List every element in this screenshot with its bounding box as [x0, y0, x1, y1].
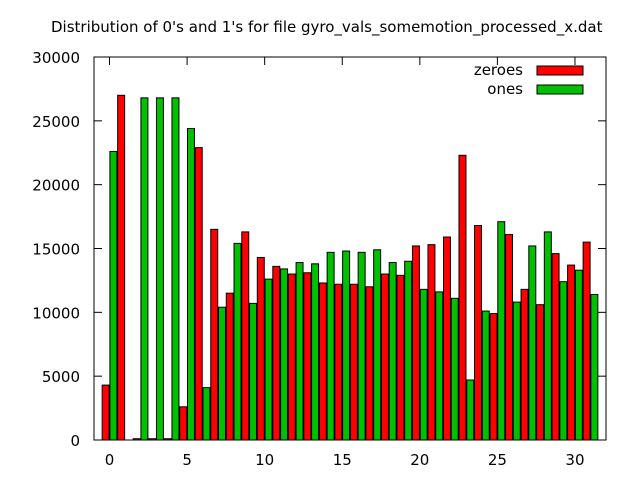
x-tick-label: 20 — [410, 451, 429, 469]
bar-ones-2 — [140, 97, 149, 441]
bar-ones-6 — [202, 387, 211, 441]
bar-zeroes-30 — [567, 264, 576, 441]
bar-zeroes-11 — [272, 265, 281, 441]
bar-zeroes-7 — [210, 228, 219, 441]
bar-ones-17 — [373, 249, 382, 441]
y-tick-label: 30000 — [32, 49, 80, 67]
bar-ones-15 — [342, 250, 351, 441]
bar-ones-3 — [155, 97, 164, 441]
bar-ones-31 — [590, 293, 599, 441]
bar-ones-14 — [326, 251, 335, 441]
bar-ones-22 — [450, 297, 459, 441]
legend-label-zeroes: zeroes — [474, 61, 523, 79]
axes-group: 0 5000 10000 15000 20000 25000 30000 0 5 10 15 20 25… — [32, 49, 607, 469]
bar-ones-12 — [295, 262, 304, 441]
x-tick-label: 0 — [105, 451, 115, 469]
bar-zeroes-10 — [256, 256, 265, 441]
legend-swatch-zeroes — [536, 65, 584, 76]
bar-ones-18 — [388, 262, 397, 441]
x-tick-label: 5 — [182, 451, 192, 469]
legend-swatch-ones — [536, 84, 584, 95]
bar-zeroes-26 — [505, 233, 514, 441]
bar-zeroes-17 — [365, 286, 374, 441]
x-tick-label: 25 — [488, 451, 507, 469]
bar-ones-28 — [543, 231, 552, 441]
bar-ones-5 — [186, 127, 195, 441]
bar-ones-8 — [233, 242, 242, 441]
bar-ones-0 — [109, 150, 118, 441]
bar-zeroes-9 — [241, 231, 250, 441]
y-tick-label: 15000 — [32, 241, 80, 259]
bar-ones-19 — [404, 260, 413, 441]
legend-label-ones: ones — [487, 80, 523, 98]
bar-zeroes-16 — [349, 283, 358, 441]
bar-zeroes-22 — [442, 236, 451, 441]
bar-zeroes-21 — [427, 244, 436, 441]
bar-ones-25 — [497, 221, 506, 441]
bar-zeroes-27 — [520, 288, 529, 441]
bar-ones-9 — [249, 302, 258, 441]
bar-zeroes-5 — [179, 406, 188, 441]
bar-zeroes-28 — [536, 304, 545, 441]
bar-ones-26 — [512, 301, 521, 441]
bar-ones-20 — [419, 288, 428, 441]
bar-zeroes-23 — [458, 154, 467, 441]
bar-zeroes-24 — [474, 225, 482, 441]
bar-zeroes-6 — [194, 147, 203, 441]
bar-ones-4 — [171, 97, 180, 441]
bar-zeroes-20 — [411, 245, 420, 441]
x-tick-label: 30 — [565, 451, 584, 469]
x-tick-label: 10 — [255, 451, 274, 469]
bar-ones-29 — [559, 281, 568, 441]
x-tick-label: 15 — [333, 451, 352, 469]
bar-ones-27 — [528, 245, 537, 441]
bar-ones-24 — [481, 310, 490, 441]
bar-zeroes-29 — [551, 253, 560, 441]
bar-zeroes-0 — [101, 384, 110, 441]
bar-zeroes-14 — [318, 282, 327, 441]
bar-ones-16 — [357, 251, 366, 441]
bar-ones-30 — [574, 269, 583, 441]
bar-zeroes-12 — [287, 273, 296, 441]
bar-ones-23 — [466, 379, 475, 441]
y-tick-label: 0 — [70, 432, 80, 450]
bar-ones-13 — [311, 263, 320, 441]
bar-zeroes-8 — [225, 292, 234, 441]
bar-ones-11 — [280, 268, 289, 441]
bar-zeroes-25 — [489, 313, 498, 441]
bar-zeroes-13 — [303, 272, 312, 441]
y-tick-label: 5000 — [42, 368, 80, 386]
chart-title: Distribution of 0's and 1's for file gyr… — [51, 18, 603, 37]
y-tick-label: 10000 — [32, 304, 80, 322]
bar-zeroes-1 — [117, 94, 126, 441]
y-tick-label: 20000 — [32, 177, 80, 195]
bar-ones-21 — [435, 291, 444, 441]
bar-ones-10 — [264, 278, 273, 441]
bar-ones-7 — [218, 306, 226, 441]
bar-zeroes-31 — [582, 241, 591, 441]
y-tick-label: 25000 — [32, 113, 80, 131]
bar-zeroes-18 — [380, 273, 389, 441]
bars-group — [101, 94, 599, 441]
bar-zeroes-19 — [396, 274, 405, 441]
bar-zeroes-15 — [334, 283, 343, 441]
